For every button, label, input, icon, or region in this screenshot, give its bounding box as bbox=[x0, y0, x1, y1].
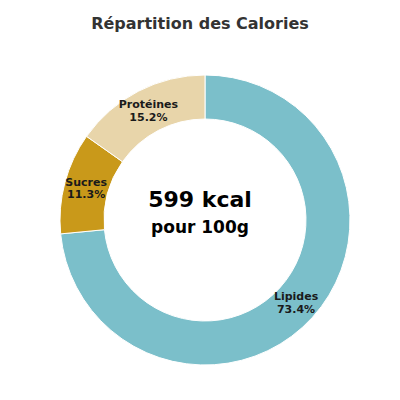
svg-text:Protéines15.2%: Protéines15.2% bbox=[119, 98, 179, 124]
svg-text:Lipides73.4%: Lipides73.4% bbox=[274, 290, 319, 316]
html-text:Répartition des Calories: Répartition des Calories bbox=[91, 14, 309, 33]
svg-text:Sucres11.3%: Sucres11.3% bbox=[65, 176, 107, 202]
html-text:pour 100g: pour 100g bbox=[151, 217, 249, 237]
html-text:599 kcal: 599 kcal bbox=[148, 187, 252, 212]
